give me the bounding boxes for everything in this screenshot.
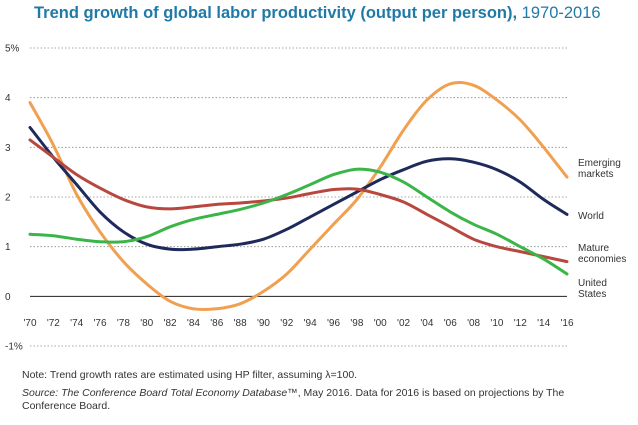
y-axis-ticks: 5% 4 3 2 1 0 -1% (5, 44, 23, 353)
series-lines (28, 80, 569, 312)
chart-title-main: Trend growth of global labor productivit… (34, 4, 518, 22)
x-tick-label: '78 (117, 318, 130, 329)
x-tick-label: '86 (210, 318, 223, 329)
y-tick-label: 4 (5, 93, 11, 104)
x-tick-label: '74 (70, 318, 83, 329)
x-tick-label: '88 (234, 318, 247, 329)
chart-title-range: 1970-2016 (521, 4, 601, 22)
source-detail: , May 2016. Data for 2016 is based on pr… (22, 387, 565, 412)
legend-label-emerging-markets: markets (578, 169, 614, 180)
y-tick-label: -1% (5, 342, 23, 353)
chart-title: Trend growth of global labor productivit… (34, 4, 601, 23)
x-tick-label: '16 (560, 318, 573, 329)
x-tick-label: '10 (490, 318, 503, 329)
x-tick-label: '00 (374, 318, 387, 329)
source-database: The Conference Board Total Economy Datab… (61, 387, 298, 399)
x-tick-label: '94 (304, 318, 317, 329)
y-tick-label: 2 (5, 193, 11, 204)
x-tick-label: '08 (467, 318, 480, 329)
legend-label-mature-economies: Mature (578, 243, 610, 254)
x-tick-label: '84 (187, 318, 200, 329)
x-tick-label: '90 (257, 318, 270, 329)
x-tick-label: '96 (327, 318, 340, 329)
x-tick-label: '92 (280, 318, 293, 329)
x-tick-label: '06 (444, 318, 457, 329)
footnote-note: Note: Trend growth rates are estimated u… (22, 369, 358, 381)
source-label: Source: (22, 387, 59, 399)
legend-label-emerging-markets: Emerging (578, 158, 621, 169)
x-tick-label: '70 (23, 318, 36, 329)
x-tick-label: '04 (420, 318, 433, 329)
x-tick-label: '02 (397, 318, 410, 329)
legend-label-united-states: United (578, 278, 607, 289)
x-tick-label: '76 (94, 318, 107, 329)
x-tick-label: '80 (140, 318, 153, 329)
x-tick-label: '72 (47, 318, 60, 329)
y-tick-label: 5% (5, 44, 20, 55)
x-tick-label: '98 (350, 318, 363, 329)
legend-label-world: World (578, 211, 604, 222)
y-tick-label: 1 (5, 242, 11, 253)
legend-label-mature-economies: economies (578, 254, 626, 265)
x-tick-label: '14 (537, 318, 550, 329)
y-tick-label: 3 (5, 143, 11, 154)
series-line-world (28, 126, 569, 252)
series-line-emerging-markets (28, 80, 569, 312)
series-line-mature-economies (28, 138, 569, 264)
footnote-source: Source: The Conference Board Total Econo… (22, 387, 612, 413)
line-chart: 5% 4 3 2 1 0 -1% '70 '72 '74 '76 '78 '80 '82 '84 '86 '8… (5, 44, 626, 353)
x-tick-label: '12 (514, 318, 527, 329)
x-axis-ticks: '70 '72 '74 '76 '78 '80 '82 '84 '86 '88 '90 '92 '94 '… (23, 318, 573, 329)
y-tick-label: 0 (5, 292, 11, 303)
legend-label-united-states: States (578, 289, 606, 300)
series-line-united-states (28, 167, 569, 276)
grid-lines (30, 47, 567, 347)
x-tick-label: '82 (164, 318, 177, 329)
